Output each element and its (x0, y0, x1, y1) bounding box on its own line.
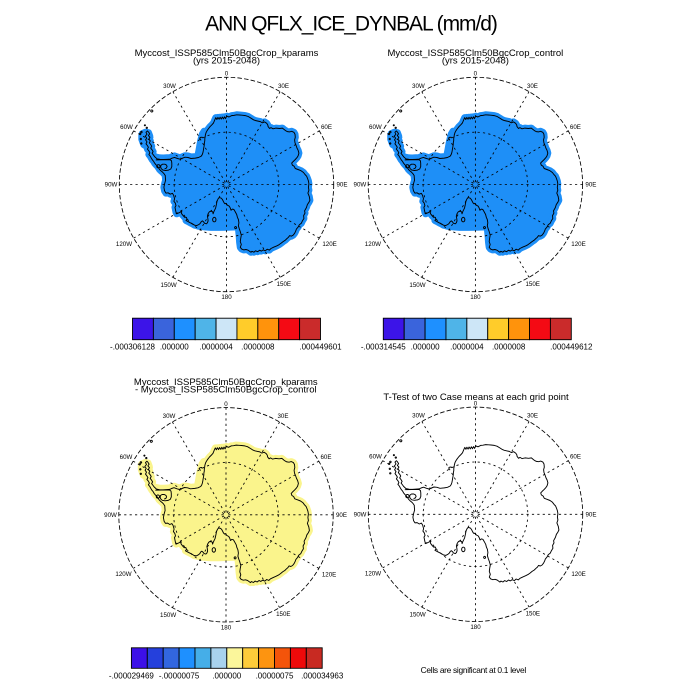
svg-text:-.000314545: -.000314545 (361, 343, 406, 352)
svg-text:-.000306128: -.000306128 (110, 343, 155, 352)
svg-text:Myccost_ISSP585Clm50BgcCrop_co: Myccost_ISSP585Clm50BgcCrop_control (387, 48, 563, 59)
svg-text:-.000029469: -.000029469 (109, 672, 154, 681)
svg-text:.000034963: .000034963 (301, 672, 344, 681)
svg-text:ANN QFLX_ICE_DYNBAL (mm/d): ANN QFLX_ICE_DYNBAL (mm/d) (205, 13, 497, 36)
svg-text:.000000: .000000 (212, 672, 241, 681)
svg-text:.0000008: .0000008 (241, 343, 275, 352)
svg-text:.0000004: .0000004 (450, 343, 484, 352)
svg-text:.0000004: .0000004 (199, 343, 233, 352)
svg-text:.0000008: .0000008 (492, 343, 526, 352)
svg-text:T-Test of two Case means at ea: T-Test of two Case means at each grid po… (383, 392, 569, 403)
svg-text:Myccost_ISSP585Clm50BgcCrop_kp: Myccost_ISSP585Clm50BgcCrop_kparams (135, 48, 319, 59)
svg-text:.000449612: .000449612 (550, 343, 593, 352)
svg-text:(yrs 2015-2048): (yrs 2015-2048) (193, 56, 260, 67)
svg-text:-.00000075: -.00000075 (159, 672, 200, 681)
svg-text:- Myccost_ISSP585Clm50BgcCrop_: - Myccost_ISSP585Clm50BgcCrop_control (135, 385, 317, 396)
svg-text:Myccost_ISSP585Clm50BgcCrop_kp: Myccost_ISSP585Clm50BgcCrop_kparams (134, 377, 318, 388)
svg-text:.000000: .000000 (160, 343, 189, 352)
svg-text:.000000: .000000 (411, 343, 440, 352)
svg-text:.00000075: .00000075 (256, 672, 294, 681)
svg-text:.000449601: .000449601 (299, 343, 342, 352)
svg-text:Cells are significant at 0.1 l: Cells are significant at 0.1 level (421, 665, 527, 675)
svg-text:(yrs 2015-2048): (yrs 2015-2048) (442, 56, 509, 67)
